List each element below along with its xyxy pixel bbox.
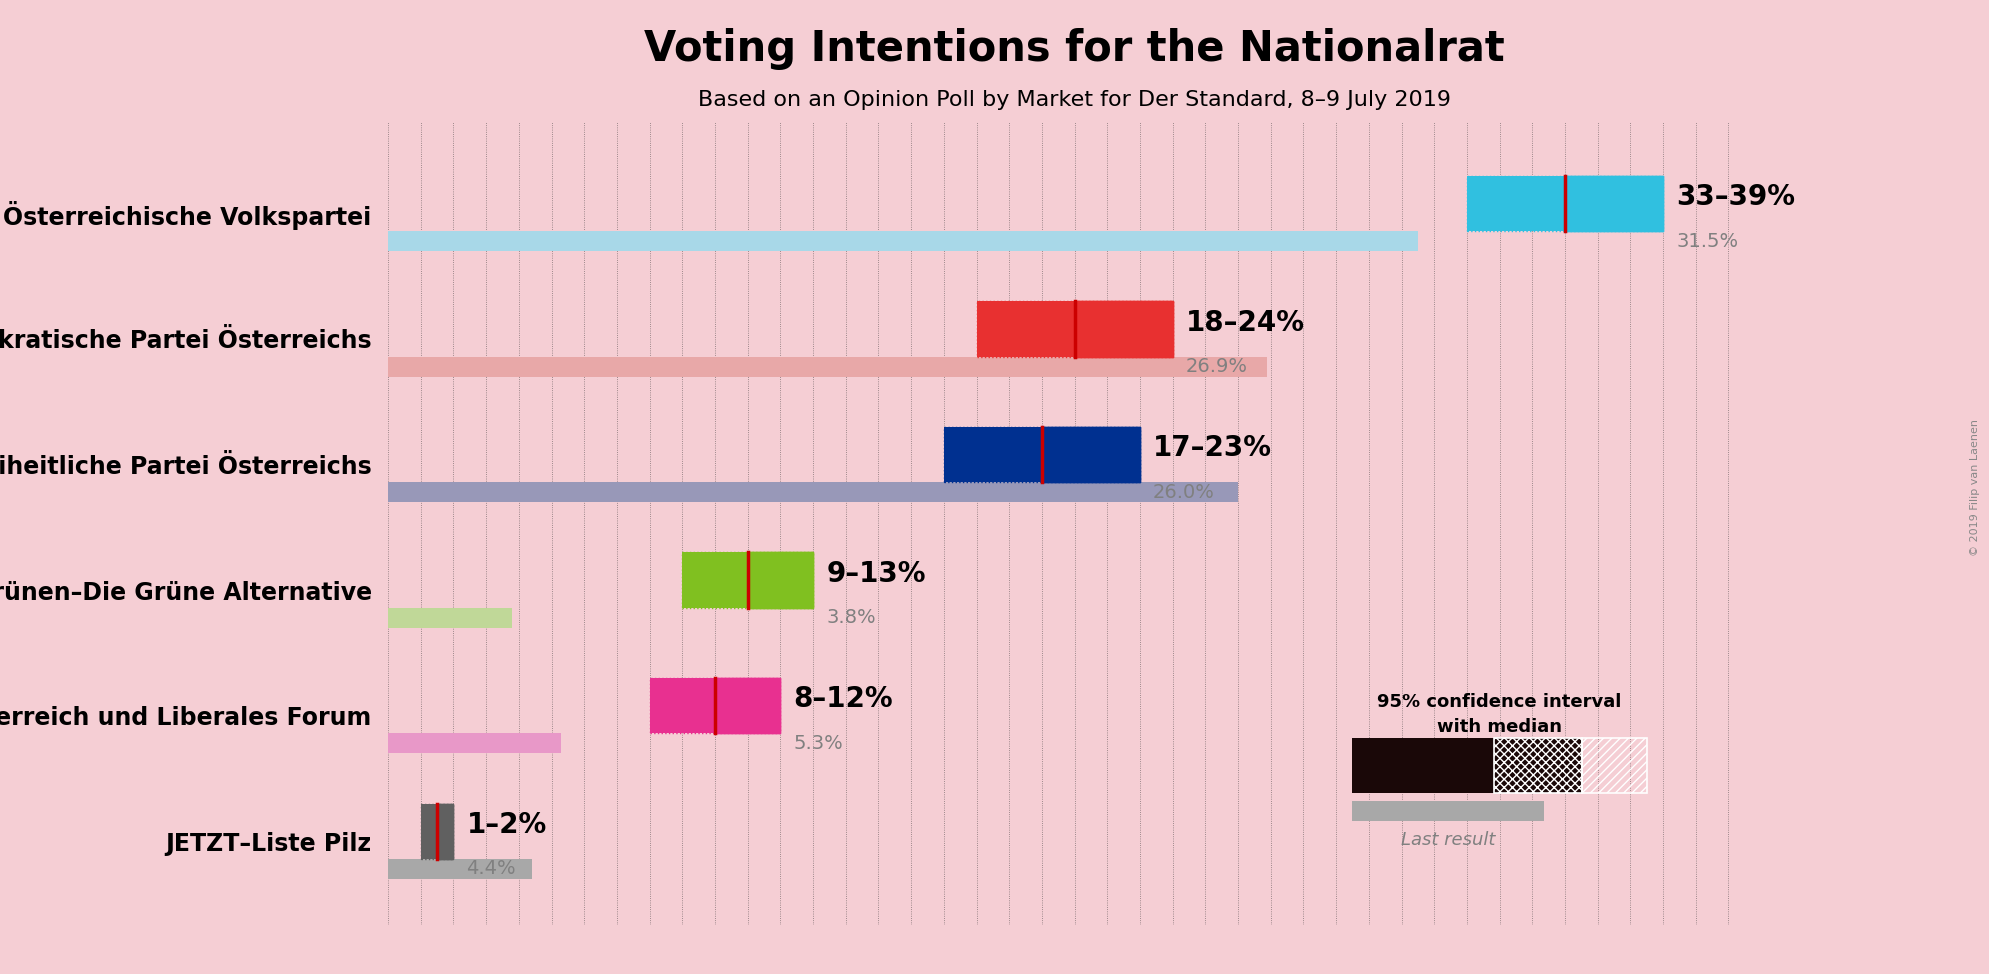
Text: 33–39%: 33–39% [1675,183,1794,211]
Bar [714,678,780,733]
Bar [1466,175,1663,231]
Bar [1581,738,1645,794]
Bar [1563,175,1663,231]
Bar [1353,738,1494,794]
Text: Last result: Last result [1400,831,1494,849]
Text: 31.5%: 31.5% [1675,232,1738,250]
Bar [748,552,814,608]
Bar [1353,801,1543,821]
Bar [682,552,814,608]
Text: 1–2%: 1–2% [465,811,547,839]
Bar [388,608,511,627]
Bar [388,859,531,879]
Bar [943,427,1042,482]
Text: Freiheitliche Partei Österreichs: Freiheitliche Partei Österreichs [0,455,372,479]
Text: 4.4%: 4.4% [465,859,515,879]
Text: 18–24%: 18–24% [1185,309,1305,337]
Bar [1466,175,1563,231]
Bar [682,552,748,608]
Text: Österreichische Volkspartei: Österreichische Volkspartei [4,202,372,231]
Bar [977,301,1074,356]
Text: Based on an Opinion Poll by Market for Der Standard, 8–9 July 2019: Based on an Opinion Poll by Market for D… [698,90,1450,110]
Bar [388,356,1267,377]
Text: 17–23%: 17–23% [1152,434,1271,463]
Text: 5.3%: 5.3% [794,733,843,753]
Bar [1042,427,1140,482]
Bar [1074,301,1172,356]
Text: NEOS–Das Neue Österreich und Liberales Forum: NEOS–Das Neue Österreich und Liberales F… [0,706,372,730]
Text: © 2019 Filip van Laenen: © 2019 Filip van Laenen [1969,419,1979,555]
Bar [420,804,453,859]
Bar [420,804,438,859]
Bar [388,482,1237,503]
Bar [648,678,714,733]
Bar [1563,175,1663,231]
Text: 95% confidence interval: 95% confidence interval [1376,693,1621,711]
Bar [1494,738,1581,794]
Bar [438,804,453,859]
Text: 26.0%: 26.0% [1152,483,1215,502]
Text: Die Grünen–Die Grüne Alternative: Die Grünen–Die Grüne Alternative [0,581,372,605]
Bar [388,231,1416,251]
Bar [748,552,814,608]
Bar [977,301,1172,356]
Bar [943,427,1140,482]
Bar [714,678,780,733]
Bar [388,733,561,753]
Text: 9–13%: 9–13% [825,560,925,587]
Bar [438,804,453,859]
Bar [438,804,453,859]
Bar [748,552,814,608]
Bar [1563,175,1663,231]
Text: Sozialdemokratische Partei Österreichs: Sozialdemokratische Partei Österreichs [0,329,372,354]
Bar [648,678,780,733]
Bar [748,552,814,608]
Text: JETZT–Liste Pilz: JETZT–Liste Pilz [165,832,372,856]
Bar [1563,175,1663,231]
Bar [714,678,780,733]
Text: 3.8%: 3.8% [825,608,875,627]
Text: Voting Intentions for the Nationalrat: Voting Intentions for the Nationalrat [644,27,1504,69]
Bar [714,678,780,733]
Bar [438,804,453,859]
Bar [1074,301,1172,356]
Bar [1042,427,1140,482]
Bar [1042,427,1140,482]
Text: with median: with median [1436,718,1561,735]
Bar [1042,427,1140,482]
Text: 26.9%: 26.9% [1185,357,1247,376]
Text: 8–12%: 8–12% [794,686,893,713]
Bar [1074,301,1172,356]
Bar [1074,301,1172,356]
